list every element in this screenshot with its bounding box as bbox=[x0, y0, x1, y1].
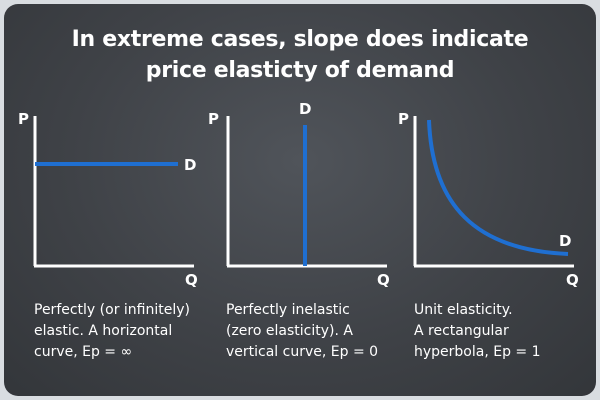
caption-line: elastic. A horizontal bbox=[34, 323, 173, 339]
caption-line: (zero elasticity). A bbox=[226, 323, 353, 339]
price-axis-label: P bbox=[18, 110, 29, 128]
headline-line-2: price elasticty of demand bbox=[145, 58, 455, 83]
panel-perfectly-inelastic: P Q D bbox=[208, 100, 390, 289]
caption-line: hyperbola, Ep = 1 bbox=[414, 344, 541, 360]
caption-line: vertical curve, Ep = 0 bbox=[226, 344, 379, 360]
caption-line: Perfectly (or infinitely) bbox=[34, 302, 190, 318]
caption-line: curve, Ep = ∞ bbox=[34, 344, 133, 360]
demand-curve-hyperbola bbox=[427, 119, 569, 256]
panel-perfectly-elastic: P Q D bbox=[18, 110, 198, 289]
demand-curve-label: D bbox=[559, 232, 571, 250]
caption-perfectly-inelastic: Perfectly inelastic (zero elasticity). A… bbox=[226, 300, 406, 363]
price-axis-label: P bbox=[398, 110, 409, 128]
demand-curve-label: D bbox=[299, 100, 311, 118]
caption-perfectly-elastic: Perfectly (or infinitely) elastic. A hor… bbox=[34, 300, 214, 363]
demand-curve-label: D bbox=[184, 156, 196, 174]
quantity-axis-label: Q bbox=[185, 271, 198, 289]
caption-unit-elasticity: Unit elasticity. A rectangular hyperbola… bbox=[414, 300, 594, 363]
infographic-card: In extreme cases, slope does indicate pr… bbox=[4, 4, 596, 396]
headline: In extreme cases, slope does indicate pr… bbox=[4, 24, 596, 86]
demand-diagrams: P Q D P Q D P Q D bbox=[18, 100, 579, 289]
price-axis-label: P bbox=[208, 110, 219, 128]
caption-line: Perfectly inelastic bbox=[226, 302, 350, 318]
caption-line: A rectangular bbox=[414, 323, 509, 339]
quantity-axis-label: Q bbox=[566, 271, 579, 289]
headline-line-1: In extreme cases, slope does indicate bbox=[71, 27, 529, 52]
panel-unit-elasticity: P Q D bbox=[398, 110, 579, 289]
caption-line: Unit elasticity. bbox=[414, 302, 513, 318]
quantity-axis-label: Q bbox=[377, 271, 390, 289]
